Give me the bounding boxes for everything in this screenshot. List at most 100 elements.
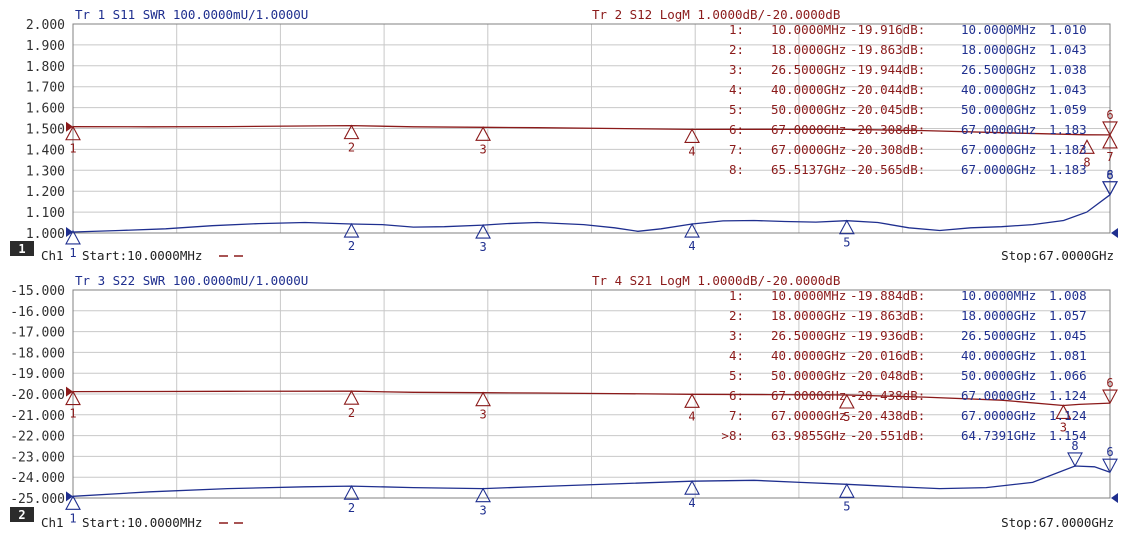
marker-table-value-red: -19.916dB: [850,22,925,37]
ref-arrow-left-blue [66,491,73,502]
marker-table-freq-blue: 67.0000GHz [961,162,1036,177]
marker-table-freq-blue: 50.0000GHz [961,368,1036,383]
channel-badge[interactable] [10,507,34,522]
trace-s11 [72,194,1111,233]
marker-table-freq-red: 10.0000MHz [771,288,846,303]
marker-table-freq-red: 67.0000GHz [771,122,846,137]
marker-table-value-blue: 1.043 [1049,42,1087,57]
marker-number-blue: 6 [1106,445,1113,459]
marker-table-freq-red: 67.0000GHz [771,388,846,403]
marker-table-index: 5: [729,368,744,383]
ref-arrow-right-blue [1111,228,1118,238]
marker-table-value-blue: 1.010 [1049,22,1087,37]
marker-triangle-red [1055,404,1072,420]
marker-number-blue: 1 [69,511,76,525]
marker-table-value-blue: 1.183 [1049,162,1087,177]
stop-frequency: Stop:67.0000GHz [1001,248,1114,263]
marker-table-freq-red: 18.0000GHz [771,42,846,57]
marker-number-red: 2 [348,141,355,155]
marker-triangle-red [65,390,81,406]
marker-table-value-red: -20.438dB: [850,388,925,403]
marker-table-index: 2: [729,308,744,323]
marker-table-index: 4: [729,82,744,97]
marker-table-value-red: -20.551dB: [850,428,925,443]
y-tick-label: 1.100 [26,206,65,221]
marker-table-index: 3: [729,328,744,343]
marker-table-value-red: -20.308dB: [850,142,925,157]
channel-badge-number: 1 [18,242,25,256]
marker-triangle-blue [838,483,855,498]
marker-triangle-red [684,393,700,408]
marker-number-red: 6 [1106,108,1113,122]
plot-frame [72,289,1111,499]
marker-number-red: 1 [69,142,76,156]
marker-triangle-red [475,391,491,407]
marker-number-red: 3 [479,408,486,422]
y-tick-label: -20.000 [10,388,65,403]
marker-triangle-red [343,124,360,140]
marker-table-index: 3: [729,62,744,77]
marker-table-freq-blue: 67.0000GHz [961,142,1036,157]
channel-label: Ch1 [41,515,64,530]
marker-number-blue: 8 [1071,439,1078,453]
marker-triangle-red [65,125,81,141]
marker-table-freq-red: 40.0000GHz [771,82,846,97]
marker-number-red: 3 [1060,420,1067,434]
trace-s12 [72,124,1111,136]
marker-triangle-red [1102,389,1118,405]
marker-triangle-blue [684,479,700,495]
ref-arrow-left-red [66,386,73,397]
marker-table-value-blue: 1.043 [1049,82,1087,97]
marker-table-freq-red: 63.9855GHz [771,428,846,443]
marker-table-index: 7: [729,408,744,423]
ref-arrow-right-blue [1111,493,1118,503]
marker-number-red: 7 [1106,150,1113,164]
marker-table-value-blue: 1.124 [1049,388,1087,403]
marker-number-red: 4 [688,144,695,158]
marker-table-freq-blue: 18.0000GHz [961,308,1036,323]
marker-number-blue: 4 [688,496,695,510]
marker-table-index: 6: [729,122,744,137]
marker-triangle-red [475,126,491,141]
marker-table-freq-red: 40.0000GHz [771,348,846,363]
marker-table-index: 5: [729,102,744,117]
marker-table-freq-red: 65.5137GHz [771,162,846,177]
marker-table: 1: 10.0000MHz -19.916dB: 10.0000MHz 1.010 2: 1… [729,22,1087,177]
y-tick-label: -16.000 [10,305,65,320]
marker-table-value-red: -19.863dB: [850,308,925,323]
marker-number-red: 4 [688,409,695,423]
marker-table-index: 1: [729,22,744,37]
marker-number-red: 2 [348,406,355,420]
marker-table-value-blue: 1.066 [1049,368,1087,383]
marker-table-freq-blue: 18.0000GHz [961,42,1036,57]
y-tick-label: 1.000 [26,227,65,242]
marker-table-freq-red: 50.0000GHz [771,102,846,117]
start-frequency: Start:10.0000MHz [82,248,202,263]
marker-table-value-blue: 1.124 [1049,408,1087,423]
y-tick-label: 1.800 [26,60,65,75]
ref-arrow-left-blue [66,226,73,237]
y-tick-label: -15.000 [10,284,65,299]
marker-table-value-blue: 1.183 [1049,122,1087,137]
marker-number-blue: 2 [348,239,355,253]
marker-table-value-blue: 1.008 [1049,288,1087,303]
marker-number-blue: 1 [69,246,76,260]
marker-table-freq-blue: 50.0000GHz [961,102,1036,117]
marker-number-blue: 8 [1106,168,1113,182]
trace-header-right: Tr 2 S12 LogM 1.0000dB/-20.0000dB [592,7,840,22]
y-tick-label: -22.000 [10,430,65,445]
marker-table-value-red: -19.944dB: [850,62,925,77]
marker-triangle-red [343,389,360,405]
marker-triangle-blue [475,487,491,503]
marker-triangle-red [1102,121,1118,137]
marker-table-value-red: -20.565dB: [850,162,925,177]
y-tick-label: 1.600 [26,102,65,117]
marker-triangle-red [838,393,855,409]
trace-header-left: Tr 1 S11 SWR 100.0000mU/1.0000U [75,7,308,22]
trace-header-left: Tr 3 S22 SWR 100.0000mU/1.0000U [75,273,308,288]
marker-triangle-red [684,128,700,143]
marker-table-index: 8: [729,162,744,177]
marker-number-red: 8 [1083,155,1090,169]
channel-badge[interactable] [10,241,34,256]
stop-frequency: Stop:67.0000GHz [1001,515,1114,530]
